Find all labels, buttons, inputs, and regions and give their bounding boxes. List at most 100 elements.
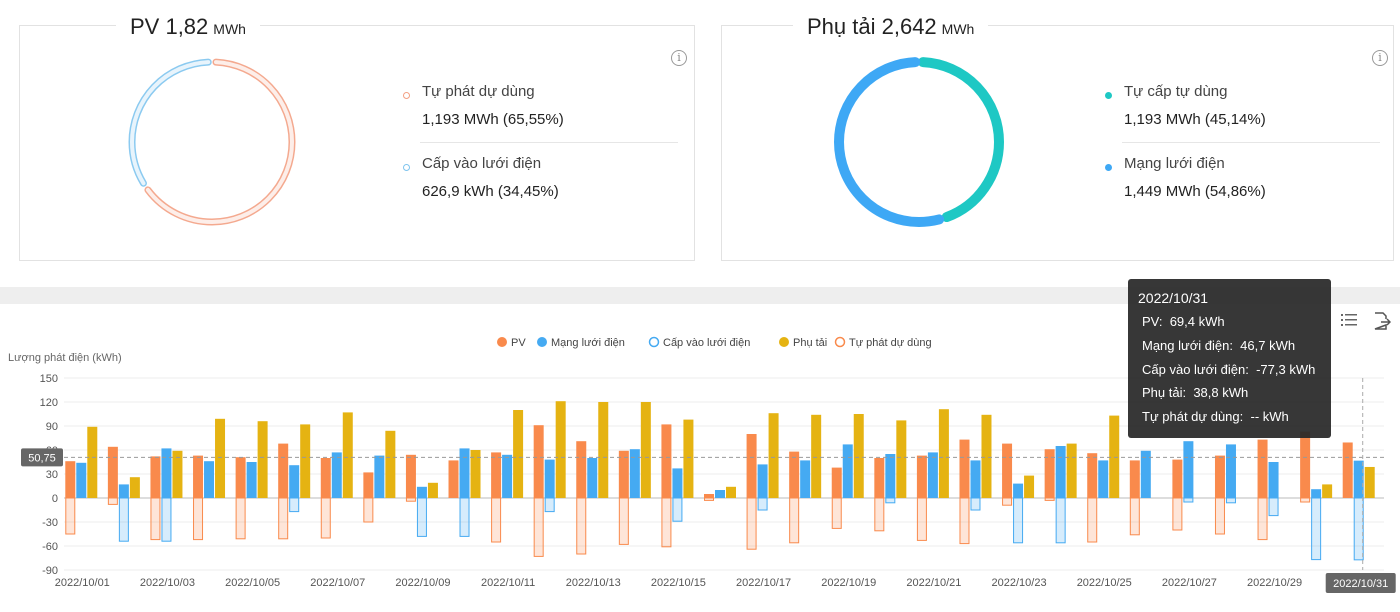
tooltip-feed-label: Cấp vào lưới điện — [1142, 362, 1246, 377]
load-grid-label: Mạng lưới điện — [1124, 155, 1225, 172]
bar-2-23 — [1055, 497, 1066, 544]
bar-0-13 — [618, 450, 629, 498]
bar-3-30 — [1364, 466, 1375, 498]
bar-1-24 — [1098, 460, 1109, 498]
bar-4-0 — [65, 497, 76, 535]
donut-segment-1 — [834, 57, 1004, 227]
bar-1-18 — [842, 444, 853, 498]
bar-2-9 — [459, 497, 470, 537]
bar-4-22 — [1002, 497, 1013, 506]
bar-0-4 — [235, 457, 246, 498]
bar-3-13 — [640, 402, 651, 498]
bar-0-30 — [1342, 442, 1353, 498]
bar-0-3 — [193, 455, 204, 498]
x-tick-label: 2022/10/09 — [395, 577, 450, 589]
bar-2-16 — [757, 497, 768, 511]
bar-3-29 — [1322, 484, 1333, 498]
tooltip-row-load: Phụ tải: 38,8 kWh — [1142, 385, 1249, 400]
y-tick-label: 0 — [52, 493, 58, 505]
pv-grid-feed-dot — [403, 164, 410, 171]
average-line-badge — [21, 448, 63, 467]
pv-total-text: PV 1,82 — [130, 14, 209, 39]
bar-1-16 — [757, 464, 768, 498]
bar-4-21 — [959, 497, 970, 545]
bar-0-27 — [1214, 455, 1225, 498]
bar-1-29 — [1311, 489, 1322, 498]
bar-0-21 — [959, 439, 970, 498]
tooltip-row-feed: Cấp vào lưới điện: -77,3 kWh — [1142, 362, 1316, 377]
bar-3-2 — [172, 450, 183, 498]
tooltip-grid-label: Mạng lưới điện — [1142, 338, 1230, 353]
legend-label-1: Mạng lưới điện — [551, 337, 625, 349]
tooltip-load-label: Phụ tải — [1142, 385, 1183, 400]
bar-2-21 — [970, 497, 981, 511]
export-icon[interactable] — [1373, 312, 1391, 330]
load-legend-divider — [1122, 142, 1380, 143]
bar-1-23 — [1055, 446, 1066, 498]
bar-4-12 — [576, 497, 587, 555]
bar-4-3 — [193, 497, 204, 541]
y-tick-label: 120 — [40, 397, 58, 409]
tooltip-feed-value: -77,3 kWh — [1256, 362, 1316, 377]
bar-1-8 — [416, 486, 427, 498]
bar-4-13 — [618, 497, 629, 545]
bar-3-24 — [1109, 415, 1120, 498]
pv-donut — [128, 58, 296, 226]
bar-4-8 — [405, 497, 416, 502]
bar-0-9 — [448, 460, 459, 498]
legend-item-1: Mạng lưới điện — [537, 337, 625, 349]
tooltip-date: 2022/10/31 — [1138, 290, 1209, 306]
info-icon[interactable]: i — [671, 50, 687, 66]
load-total-unit: MWh — [941, 21, 975, 37]
bar-4-29 — [1300, 497, 1311, 503]
bar-3-10 — [513, 410, 524, 498]
y-tick-label: 30 — [46, 469, 58, 481]
bar-1-22 — [1013, 483, 1024, 498]
bar-3-0 — [87, 426, 98, 498]
bar-1-12 — [587, 458, 598, 498]
daily-energy-bar-chart: PV Mạng lưới điện Cấp vào lưới điện Phụ tải… — [8, 336, 1396, 593]
load-grid-dot — [1105, 164, 1112, 171]
bar-0-12 — [576, 441, 587, 498]
bar-0-16 — [746, 434, 757, 498]
crosshair-x-badge — [1325, 573, 1396, 593]
bar-0-0 — [65, 461, 76, 498]
bar-1-5 — [289, 465, 300, 498]
bar-2-8 — [416, 497, 427, 537]
bar-1-20 — [927, 452, 938, 498]
bar-1-1 — [118, 484, 129, 498]
bar-0-26 — [1172, 459, 1183, 498]
info-icon[interactable]: i — [1372, 50, 1388, 66]
pv-self-use-dot — [403, 92, 410, 99]
bar-0-11 — [533, 425, 544, 498]
load-grid-value: 1,449 MWh (54,86%) — [1124, 183, 1266, 200]
load-self-supply-value: 1,193 MWh (45,14%) — [1124, 111, 1266, 128]
bar-2-22 — [1013, 497, 1024, 544]
bar-1-15 — [715, 490, 725, 498]
bar-3-4 — [257, 421, 268, 498]
bar-1-3 — [204, 461, 215, 498]
bar-0-29 — [1300, 431, 1311, 498]
bar-1-10 — [502, 454, 513, 498]
list-view-icon[interactable] — [1341, 312, 1357, 328]
bar-0-18 — [831, 467, 842, 498]
pv-grid-feed-value: 626,9 kWh (34,45%) — [422, 183, 559, 200]
bar-3-7 — [385, 430, 396, 498]
x-tick-label: 2022/10/17 — [736, 577, 791, 589]
bar-4-1 — [107, 497, 118, 505]
tooltip-row-grid: Mạng lưới điện: 46,7 kWh — [1142, 338, 1296, 353]
bar-1-7 — [374, 455, 385, 498]
bar-0-1 — [107, 446, 118, 498]
bar-0-2 — [150, 456, 161, 498]
bar-3-6 — [342, 412, 353, 498]
bar-2-11 — [544, 497, 555, 513]
bar-1-6 — [331, 452, 342, 498]
bar-4-10 — [491, 497, 502, 543]
chart-tooltip: 2022/10/31 PV: 69,4 kWh Mạng lưới điện: … — [1128, 279, 1331, 438]
pv-summary-card: PV 1,82 MWh i Tự phát dự dùng 1,193 MWh (… — [19, 14, 695, 261]
bar-0-28 — [1257, 439, 1268, 498]
pv-card-title: PV 1,82 MWh — [116, 14, 260, 40]
bar-2-28 — [1268, 497, 1279, 517]
chart-legend: PV Mạng lưới điện Cấp vào lưới điện Phụ tải… — [497, 336, 932, 349]
tooltip-load-value: 38,8 kWh — [1193, 385, 1249, 400]
